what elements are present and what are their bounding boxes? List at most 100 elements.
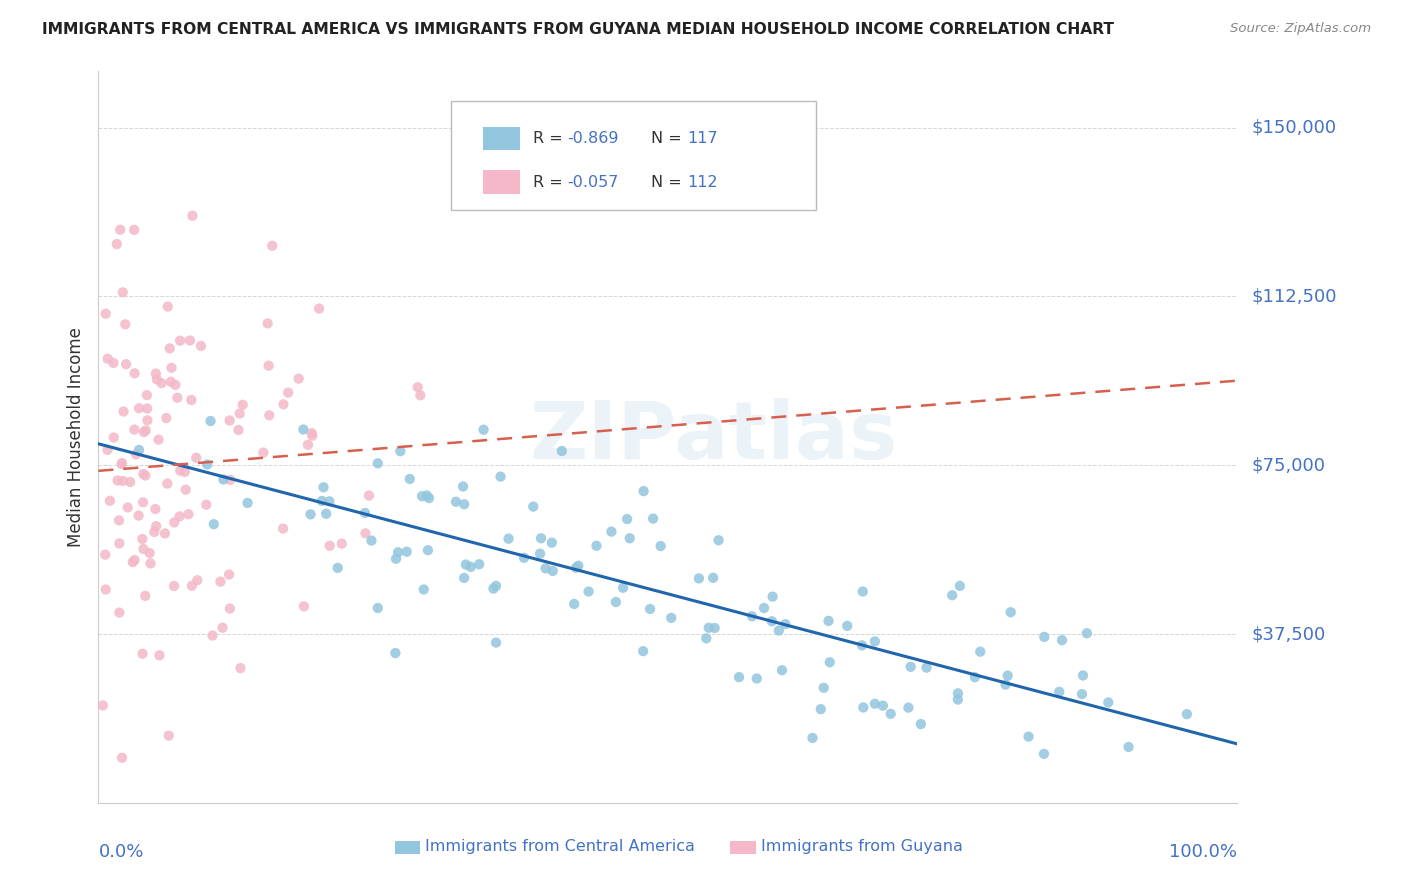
Text: Source: ZipAtlas.com: Source: ZipAtlas.com	[1230, 22, 1371, 36]
Point	[360, 533, 382, 548]
Point	[165, 378, 187, 392]
Point	[134, 468, 156, 483]
Point	[946, 686, 969, 700]
Point	[209, 574, 232, 589]
Text: -0.869: -0.869	[568, 131, 619, 146]
Point	[418, 491, 440, 505]
Point	[94, 582, 117, 597]
Point	[94, 548, 117, 562]
Point	[357, 488, 380, 502]
Point	[148, 433, 170, 447]
Point	[128, 508, 150, 523]
Point	[177, 507, 200, 521]
Point	[318, 539, 340, 553]
Point	[915, 660, 938, 674]
Point	[121, 555, 143, 569]
Point	[128, 401, 150, 416]
Point	[702, 571, 724, 585]
Point	[229, 661, 252, 675]
Point	[541, 564, 564, 578]
Point	[138, 546, 160, 560]
Point	[135, 388, 157, 402]
Point	[411, 489, 433, 503]
Point	[707, 533, 730, 548]
Point	[768, 624, 790, 638]
Point	[174, 483, 197, 497]
Text: N =: N =	[651, 131, 686, 146]
Point	[387, 545, 409, 559]
Point	[146, 372, 169, 386]
Point	[292, 599, 315, 614]
Point	[485, 579, 508, 593]
Point	[489, 469, 512, 483]
Point	[530, 531, 553, 545]
Text: 0.0%: 0.0%	[98, 843, 143, 861]
Point	[485, 635, 508, 649]
Point	[416, 543, 439, 558]
Point	[157, 729, 180, 743]
Point	[872, 698, 894, 713]
Point	[108, 223, 131, 237]
Point	[631, 644, 654, 658]
Point	[181, 209, 204, 223]
Text: R =: R =	[533, 131, 568, 146]
Point	[125, 447, 148, 461]
Point	[145, 502, 167, 516]
Point	[395, 544, 418, 558]
Point	[179, 334, 201, 348]
Point	[1018, 730, 1040, 744]
Point	[562, 597, 585, 611]
Point	[619, 531, 641, 545]
Text: 100.0%: 100.0%	[1170, 843, 1237, 861]
Point	[1175, 707, 1198, 722]
Point	[218, 567, 240, 582]
Point	[169, 464, 191, 478]
Point	[105, 237, 128, 252]
Text: $75,000: $75,000	[1251, 456, 1326, 475]
Point	[810, 702, 832, 716]
Point	[131, 532, 153, 546]
Point	[454, 558, 477, 572]
Point	[326, 561, 349, 575]
Point	[540, 535, 562, 549]
Point	[551, 444, 574, 458]
Point	[96, 442, 118, 457]
Text: 117: 117	[688, 131, 718, 146]
Point	[605, 595, 627, 609]
Point	[761, 614, 783, 628]
Point	[98, 493, 121, 508]
Point	[468, 558, 491, 572]
Point	[136, 401, 159, 416]
Point	[202, 517, 225, 532]
Point	[139, 557, 162, 571]
FancyBboxPatch shape	[484, 127, 520, 150]
Text: $112,500: $112,500	[1251, 287, 1337, 305]
Point	[389, 444, 412, 458]
Point	[232, 398, 254, 412]
Point	[103, 430, 125, 444]
Text: IMMIGRANTS FROM CENTRAL AMERICA VS IMMIGRANTS FROM GUYANA MEDIAN HOUSEHOLD INCOM: IMMIGRANTS FROM CENTRAL AMERICA VS IMMIG…	[42, 22, 1114, 37]
Point	[91, 698, 114, 713]
Point	[997, 668, 1019, 682]
Point	[384, 646, 406, 660]
Point	[949, 579, 972, 593]
Point	[1000, 605, 1022, 619]
Point	[453, 497, 475, 511]
Point	[585, 539, 607, 553]
Point	[301, 428, 323, 442]
Point	[169, 509, 191, 524]
Point	[132, 541, 155, 556]
Point	[897, 700, 920, 714]
Point	[114, 318, 136, 332]
FancyBboxPatch shape	[484, 170, 520, 194]
Point	[745, 672, 768, 686]
Point	[145, 519, 167, 533]
Point	[367, 456, 389, 470]
Point	[817, 614, 839, 628]
Point	[132, 467, 155, 481]
Point	[1097, 696, 1119, 710]
Point	[173, 465, 195, 479]
Point	[156, 476, 179, 491]
Point	[994, 678, 1017, 692]
Point	[451, 479, 474, 493]
